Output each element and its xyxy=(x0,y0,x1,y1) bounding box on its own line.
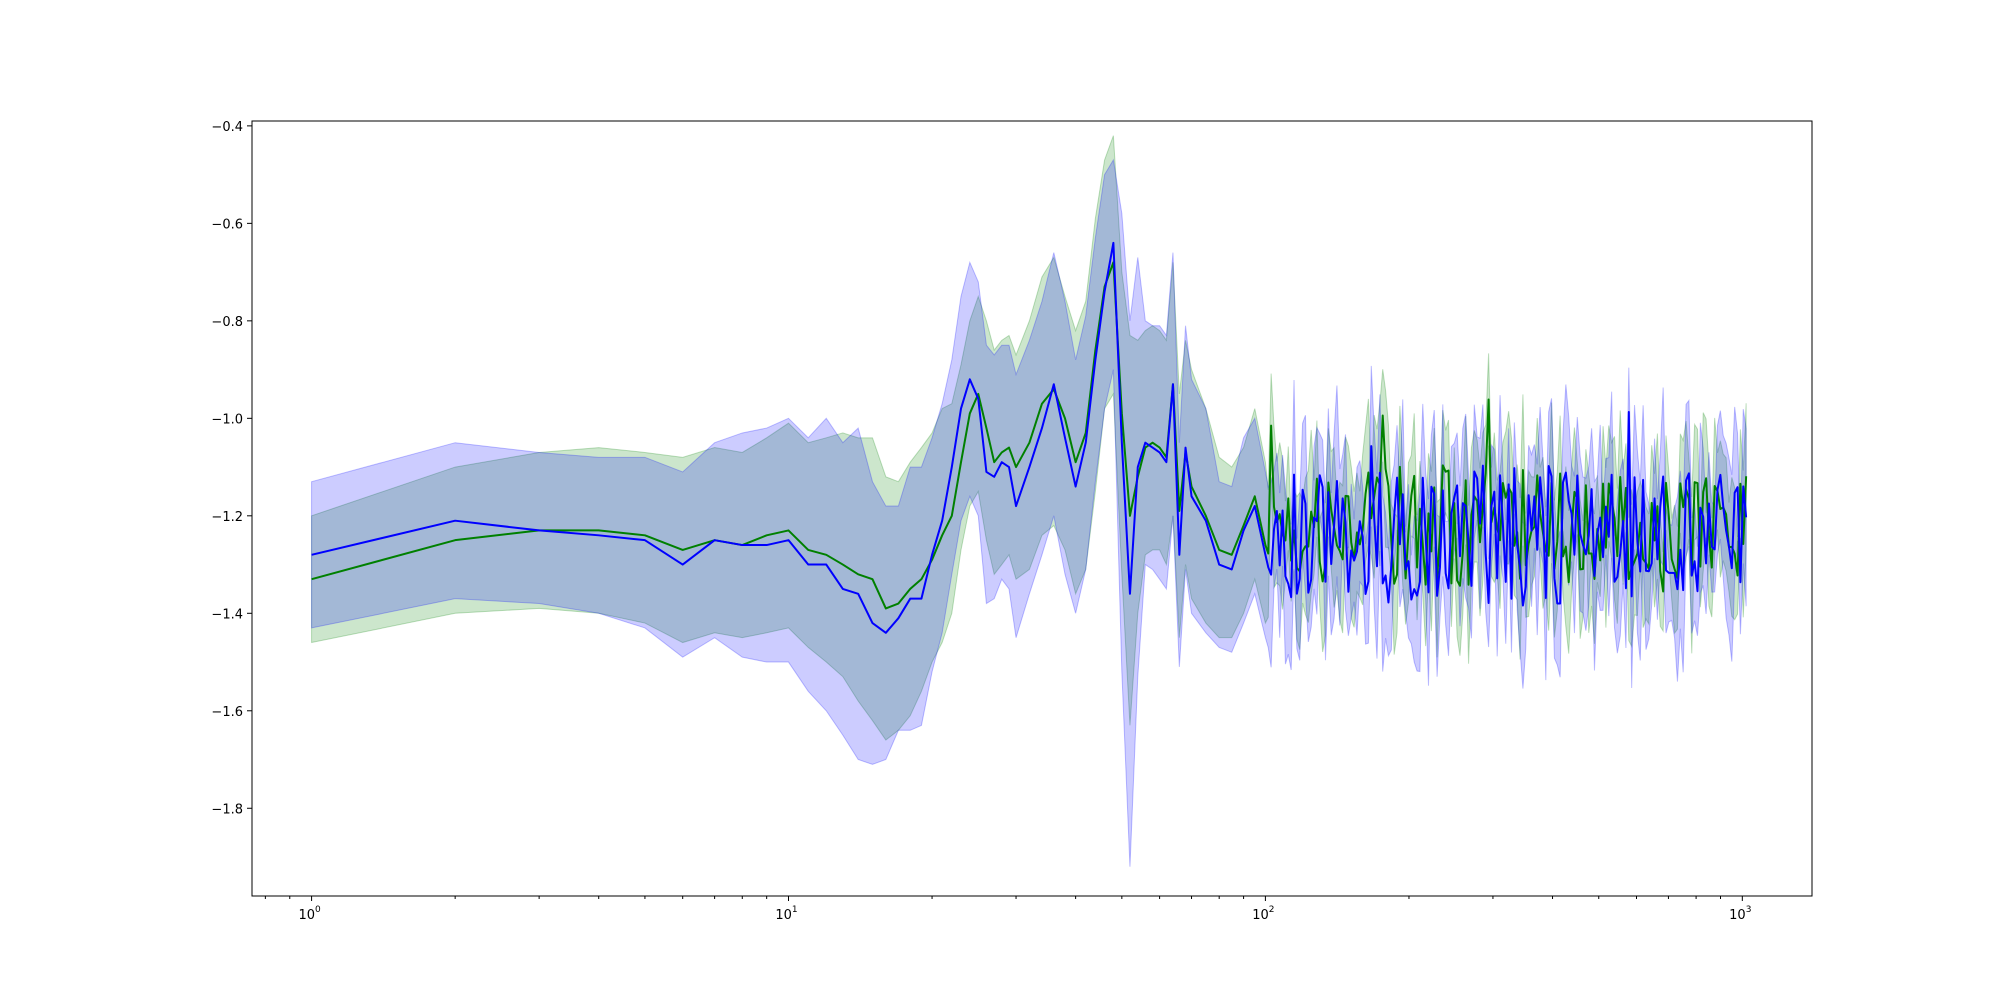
series-0-band xyxy=(311,135,1747,741)
y-tick-label: −1.4 xyxy=(211,607,243,622)
y-tick-label: −0.4 xyxy=(211,120,243,135)
x-tick-label: 100 xyxy=(298,905,321,923)
plot-frame xyxy=(251,120,1813,897)
x-axis: 100 101 102 103 xyxy=(264,896,1751,923)
x-tick-label: 101 xyxy=(775,905,797,923)
y-tick-label: −1.0 xyxy=(211,412,243,427)
series-lines xyxy=(311,241,1748,634)
y-tick-label: −1.6 xyxy=(211,705,243,720)
y-tick-label: −0.6 xyxy=(211,217,243,232)
y-tick-label: −1.8 xyxy=(211,802,243,817)
x-tick-label: 102 xyxy=(1252,905,1274,923)
y-tick-label: −1.2 xyxy=(211,510,243,525)
y-tick-label: −0.8 xyxy=(211,315,243,330)
y-axis: −0.4 −0.6 −0.8 −1.0 −1.2 −1.4 −1.6 −1.8 xyxy=(211,120,252,817)
series-1-line xyxy=(311,241,1748,634)
x-tick-label: 103 xyxy=(1729,905,1751,923)
